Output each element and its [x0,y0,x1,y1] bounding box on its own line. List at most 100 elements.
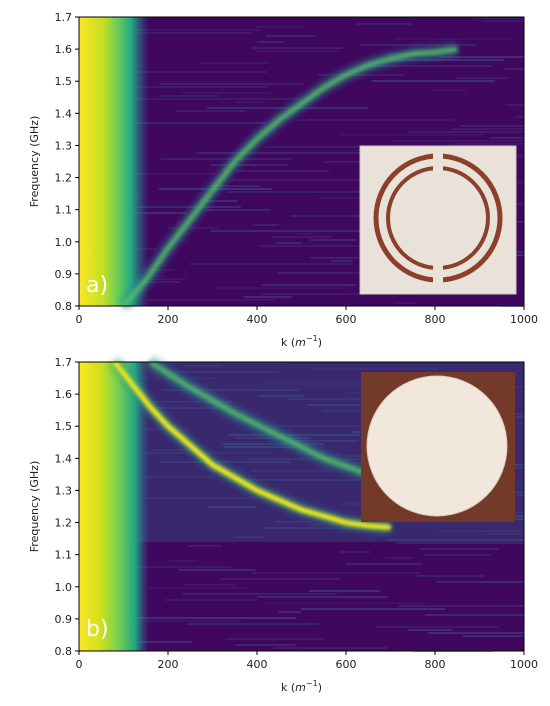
noise-streak [187,623,319,625]
noise-streak [310,239,357,241]
noise-streak [175,110,246,112]
noise-streak [148,587,250,589]
noise-streak [99,476,216,478]
noise-streak [129,98,303,100]
noise-streak [209,164,289,166]
y-tick-label: 1.4 [55,452,73,465]
panel-b: 0 200 400 600 800 1000 0.8 0.9 1.0 1.1 1.2 1.3 1.4 1.… [28,356,538,694]
noise-streak [83,173,215,175]
y-axis-label: Frequency (GHz) [28,116,41,207]
y-tick-label: 1.4 [55,107,73,120]
dielectric-disc [367,376,507,516]
ridge-core-main-band [113,361,391,529]
noise-streak [260,383,435,385]
noise-streak [164,599,258,601]
y-tick-label: 1.7 [55,11,73,24]
noise-streak [205,209,271,211]
x-axis-label: k (m−1) [281,679,322,694]
x-tick-label: 600 [336,313,357,326]
noise-streak [449,143,524,145]
noise-streak [390,140,524,142]
y-tick-label: 1.6 [55,43,73,56]
noise-streak [424,614,524,616]
noise-streak [393,302,417,304]
inset-photo-a [359,145,517,295]
y-tick-label: 0.9 [55,268,73,281]
noise-streak [371,80,496,82]
low-k-bright-edge [79,362,149,651]
noise-streak [297,119,454,121]
noise-streak [264,146,436,148]
noise-streak [122,278,187,280]
noise-streak [297,233,318,235]
x-axis-label: k (m−1) [281,334,322,349]
y-tick-label: 1.7 [55,356,73,369]
noise-streak [345,563,423,565]
noise-streak [419,548,499,550]
noise-streak [163,389,300,391]
axes-b: 0 200 400 600 800 1000 0.8 0.9 1.0 1.1 1.2 1.3 1.4 1.… [28,356,538,694]
noise-streak [160,371,279,373]
noise-streak [289,398,372,400]
noise-streak [436,581,524,583]
noise-streak [375,626,499,628]
ridge-dispersion-band [121,47,458,308]
panel-a: 0 200 400 600 800 1000 0.8 0.9 1.0 1.1 1.2 1.3 1.4 1.… [28,11,538,349]
noise-streak [285,440,359,442]
axes-a: 0 200 400 600 800 1000 0.8 0.9 1.0 1.1 1.2 1.3 1.4 1.… [28,11,538,349]
noise-streak [228,479,366,481]
noise-streak [438,56,524,58]
y-tick-label: 1.3 [55,139,73,152]
ring-gap-top [433,152,443,172]
noise-streak [485,533,524,535]
noise-streak [230,179,408,181]
noise-streak [178,569,256,571]
low-k-bright-edge [79,17,149,306]
x-tick-label: 200 [158,313,179,326]
y-tick-label: 1.3 [55,484,73,497]
x-tick-label: 600 [336,658,357,671]
noise-streak [514,116,524,118]
y-tick-label: 0.8 [55,300,73,313]
noise-streak [220,578,341,580]
noise-streak [482,20,524,22]
noise-streak [301,608,446,610]
noise-streak [505,104,524,106]
noise-streak [100,452,273,454]
noise-streak [278,611,302,613]
noise-streak [361,65,492,67]
noise-streak [260,245,434,247]
ring-gap-bottom [433,264,443,284]
noise-streak [389,59,504,61]
noise-streak [168,560,199,562]
noise-streak [462,635,524,637]
y-tick-label: 1.1 [55,204,73,217]
y-tick-label: 1.5 [55,420,73,433]
noise-streak [222,443,324,445]
noise-streak [455,77,510,79]
noise-streak [398,605,524,607]
noise-streak [309,590,381,592]
panel-label-a: a) [86,273,108,298]
noise-streak [236,101,266,103]
noise-streak [79,620,241,622]
noise-streak [263,602,427,604]
noise-streak [517,155,524,157]
noise-streak [460,125,524,127]
noise-streak [255,26,305,28]
noise-streak [235,170,330,172]
noise-streak [229,434,360,436]
x-tick-label: 200 [158,658,179,671]
y-tick-label: 1.2 [55,172,73,185]
inset-photo-b [361,372,515,522]
noise-streak [359,44,476,46]
noise-streak [408,629,453,631]
y-tick-label: 1.2 [55,517,73,530]
noise-streak [159,83,304,85]
noise-streak [210,185,260,187]
x-tick-label: 0 [76,658,83,671]
noise-streak [330,260,353,262]
noise-streak [431,89,468,91]
noise-streak [235,644,296,646]
